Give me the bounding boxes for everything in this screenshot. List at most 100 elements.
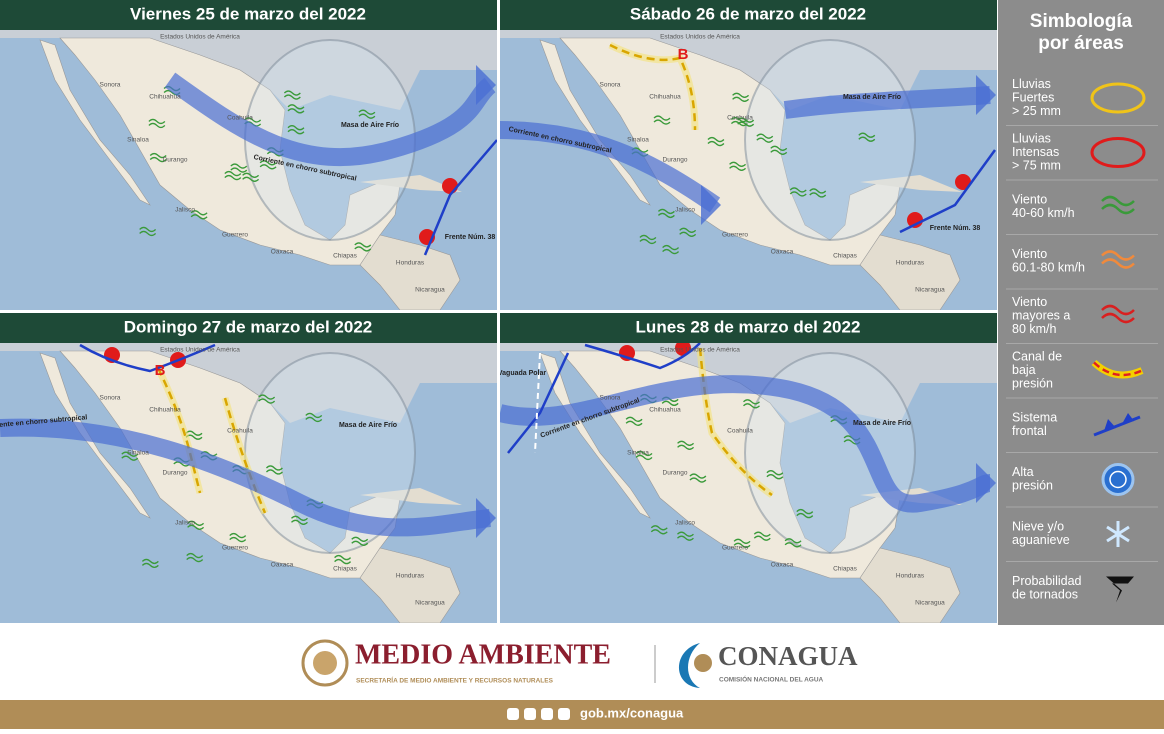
place-label: Jalisco: [675, 520, 695, 527]
icon-tornado: [1106, 576, 1134, 603]
wind-icon: [809, 188, 827, 198]
land: [39, 352, 151, 519]
place-label: Coahuila: [227, 115, 253, 122]
icon-high: [1101, 463, 1135, 496]
place-label: Nicaragua: [415, 287, 445, 294]
panel-title: Sábado 26 de marzo del 2022: [630, 4, 866, 23]
legend-label: Fuertes: [1012, 90, 1054, 104]
legend-label: 40-60 km/h: [1012, 206, 1075, 220]
map-panel: Estados Unidos de América Sonora Chihuahua…: [500, 313, 997, 623]
legend-label: 80 km/h: [1012, 322, 1057, 336]
wind-icon: [639, 234, 657, 245]
social-icon: [524, 708, 536, 720]
legend-panel: [998, 0, 1164, 625]
place-label: Honduras: [896, 260, 925, 267]
place-label: Honduras: [896, 573, 925, 580]
place-label: Oaxaca: [271, 249, 294, 256]
legend-icon: [1101, 304, 1135, 324]
place-label: Oaxaca: [771, 562, 794, 569]
icon-high-inner: [1109, 470, 1127, 489]
conagua-logo: [679, 643, 700, 688]
wind-icon: [287, 104, 305, 114]
place-label: Jalisco: [675, 207, 695, 214]
annotation: B: [678, 46, 689, 63]
legend-label: Viento: [1012, 247, 1047, 261]
wind-icon: [121, 451, 139, 461]
trough: [223, 397, 267, 514]
wind-icon: [265, 465, 283, 475]
wind-icon: [743, 399, 760, 409]
wind-icon: [650, 525, 668, 535]
map-panel: Estados Unidos de América Sonora Chihuahua…: [500, 0, 997, 310]
place-label: Sonora: [100, 395, 121, 402]
place-label: Sinaloa: [627, 137, 649, 144]
legend-icon: [1101, 250, 1135, 269]
cold-air-mass: [744, 352, 916, 554]
place-label: Guerrero: [722, 545, 748, 552]
place-label: Chiapas: [833, 566, 858, 573]
legend-label: Viento: [1012, 295, 1047, 309]
legend-label: Lluvias: [1012, 131, 1051, 145]
panel-title: Viernes 25 de marzo del 2022: [130, 4, 366, 23]
wind-icon: [653, 115, 671, 125]
wind-icon: [354, 242, 372, 252]
land: [59, 37, 401, 266]
annotation: B: [155, 362, 166, 379]
land: [859, 547, 961, 623]
wind-icon: [766, 470, 784, 480]
legend-label: Sistema: [1012, 411, 1057, 425]
wind-icon: [679, 227, 697, 237]
icon-wind: [1101, 250, 1135, 269]
wind-icon: [729, 161, 747, 171]
place-label: Nicaragua: [915, 287, 945, 294]
annotation: Frente Núm. 38: [930, 225, 981, 232]
place-label: Estados Unidos de América: [160, 34, 240, 41]
usa-land: [0, 343, 497, 423]
wind-icon: [283, 90, 301, 100]
place-label: Chihuahua: [649, 407, 681, 414]
jet-stream: [0, 418, 491, 537]
place-label: Guerrero: [222, 545, 248, 552]
icon-heavy-rain: [1090, 82, 1146, 114]
place-label: Chihuahua: [649, 94, 681, 101]
land: [360, 488, 462, 505]
map-panel: Estados Unidos de América Sonora Chihuahua…: [0, 0, 497, 310]
wind-icon: [186, 552, 204, 563]
wind-icon: [784, 538, 802, 548]
cold-front: [507, 352, 570, 454]
legend-icon: [1106, 576, 1134, 603]
icon-wind: [1101, 304, 1135, 324]
brand-name: MEDIO AMBIENTE: [355, 639, 611, 670]
panel-title-bar: [500, 313, 997, 343]
legend-icon: [1090, 137, 1146, 168]
panel-title-bar: [500, 0, 997, 30]
wind-icon: [753, 531, 771, 541]
wind-icon: [230, 163, 248, 173]
brand-name: CONAGUA: [718, 641, 858, 671]
place-label: Guerrero: [222, 232, 248, 239]
place-label: Durango: [663, 470, 688, 477]
jet-stream: [500, 375, 992, 513]
place-label: Estados Unidos de América: [660, 347, 740, 354]
icon-front-tri: [1104, 413, 1134, 431]
trough: [534, 352, 541, 454]
wind-icon: [291, 515, 308, 525]
legend-label: baja: [1012, 363, 1036, 377]
jet-arrowhead: [976, 463, 996, 503]
legend-icon: [1093, 413, 1141, 437]
jet-stream: [164, 72, 496, 167]
jet-stream: [783, 86, 991, 119]
jet-arrowhead: [476, 498, 496, 538]
map: Estados Unidos de América Sonora Chihuahua…: [500, 313, 997, 623]
legend-label: 60.1-80 km/h: [1012, 261, 1085, 275]
place-label: Nicaragua: [415, 600, 445, 607]
map: Estados Unidos de América Sonora Chihuahua…: [0, 0, 497, 310]
legend-label: Canal de: [1012, 349, 1062, 363]
legend-icon: [1101, 463, 1135, 496]
